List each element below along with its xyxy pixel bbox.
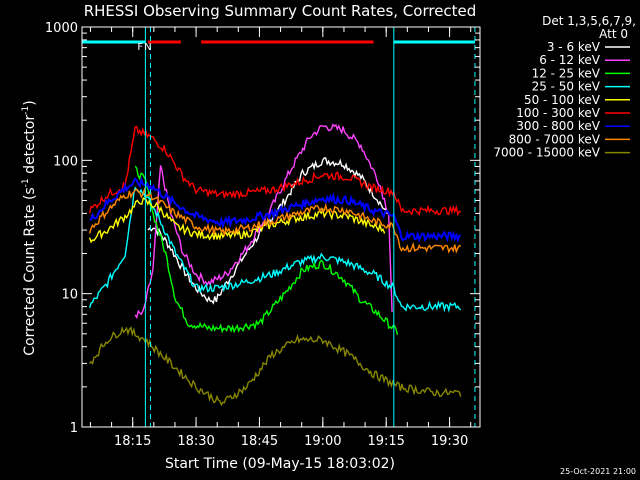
legend-entry: 50 - 100 keV [524,93,601,107]
y-tick-label: 1 [70,421,78,436]
series-line [88,187,462,254]
x-tick-label: 19:00 [304,434,341,449]
y-tick-label: 1000 [45,21,78,36]
x-tick-label: 19:30 [431,434,468,449]
annotation-label: N [144,42,151,53]
legend-attenuator: Att 0 [599,27,628,41]
series-line [134,165,399,335]
annotation-label: F [137,42,143,53]
legend-entry: 25 - 50 keV [532,80,601,94]
x-tick-label: 19:15 [367,434,404,449]
legend-entry: 3 - 6 keV [547,40,601,54]
y-axis-label: Corrected Count Rate (s-1 detector-1) [21,100,38,355]
x-tick-label: 18:30 [177,434,214,449]
x-axis-label: Start Time (09-May-15 18:03:02) [165,456,395,472]
chart-title: RHESSI Observing Summary Count Rates, Co… [84,2,477,20]
legend-entry: 7000 - 15000 keV [493,146,600,160]
x-axis: 18:15 18:30 18:45 19:00 19:15 19:30 [89,27,472,449]
legend-entry: 800 - 7000 keV [509,132,601,146]
series-line [88,196,386,244]
series-line [88,125,462,217]
legend-entry: 300 - 800 keV [516,119,600,133]
legend-entry: 12 - 25 keV [532,66,601,80]
x-tick-label: 18:45 [241,434,278,449]
series-line [147,157,388,305]
footer-timestamp: 25-Oct-2021 21:00 [560,467,636,476]
y-tick-label: 100 [53,154,78,169]
x-tick-label: 18:15 [114,434,151,449]
legend-header: Det 1,3,5,6,7,9, [542,14,636,28]
legend-entry: 6 - 12 keV [539,53,601,67]
series-line [89,176,462,243]
legend-entry: 100 - 300 keV [516,106,600,120]
y-tick-label: 10 [61,288,78,303]
